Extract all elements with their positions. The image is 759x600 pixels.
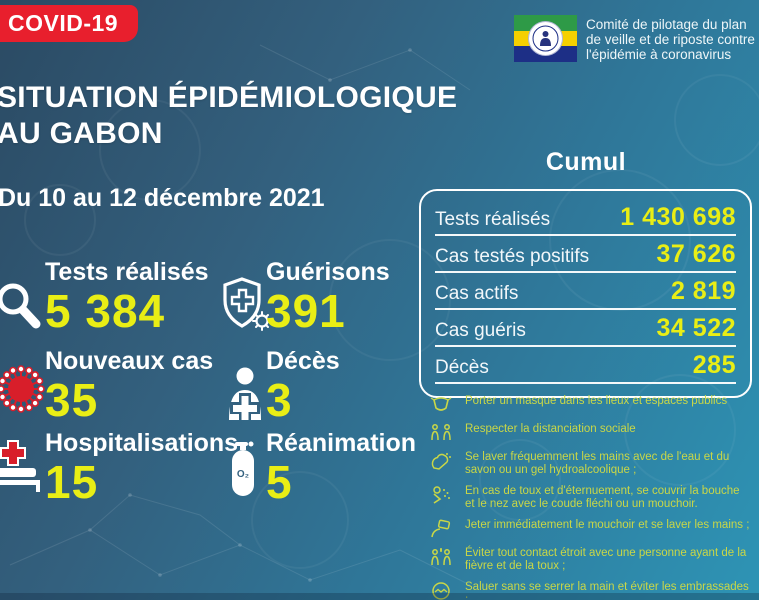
stat-guerisons: Guérisons 391: [266, 258, 390, 335]
mask-icon: [430, 397, 452, 411]
guideline-text: En cas de toux et d'éternuement, se couv…: [465, 485, 740, 510]
committee-line: l'épidémie à coronavirus: [586, 47, 732, 62]
gabon-flag-icon: [514, 15, 577, 62]
cumul-row-gueris: Cas guéris 34 522: [435, 310, 736, 347]
bottom-edge-strip: [0, 593, 759, 600]
committee-line: Comité de pilotage du plan: [586, 17, 747, 32]
stat-deces: Décès 3: [266, 347, 340, 424]
magnifier-icon: [0, 280, 46, 339]
guideline-item: Respecter la distanciation sociale: [430, 423, 752, 443]
avoid-contact-icon: [431, 548, 451, 566]
guideline-text: Saluer sans se serrer la main et éviter …: [465, 581, 749, 600]
stat-label: Réanimation: [266, 429, 417, 457]
cumul-row-label: Tests réalisés: [435, 209, 551, 230]
stat-value: 35: [45, 374, 99, 426]
covid19-badge-label: COVID-19: [8, 10, 119, 36]
guidelines-list: Porter un masque dans les lieux et espac…: [430, 395, 752, 600]
stat-label: Hospitalisations: [45, 429, 239, 457]
stat-value: 3: [266, 374, 293, 426]
stat-value: 5: [266, 456, 293, 508]
cumul-table: Tests réalisés 1 430 698 Cas testés posi…: [419, 189, 752, 398]
committee-logo: Comité de pilotage du plan de veille et …: [514, 15, 755, 62]
cumul-row-value: 1 430 698: [620, 203, 736, 231]
stat-label: Décès: [266, 347, 340, 375]
cumul-row-value: 34 522: [656, 314, 736, 342]
cumul-row-label: Cas guéris: [435, 320, 526, 341]
cumul-row-label: Décès: [435, 357, 489, 378]
covid19-badge: COVID-19: [0, 5, 139, 42]
virus-icon: [0, 362, 48, 421]
guideline-text: Éviter tout contact étroit avec une pers…: [465, 547, 747, 572]
gabon-seal-icon: [528, 21, 563, 56]
cumul-title: Cumul: [545, 148, 627, 176]
cumul-row-value: 2 819: [670, 277, 736, 305]
stat-tests-realises: Tests réalisés 5 384: [45, 258, 209, 335]
page-title-line2: AU GABON: [0, 117, 163, 150]
committee-name: Comité de pilotage du plan de veille et …: [586, 15, 755, 62]
stat-hospitalisations: Hospitalisations 15: [45, 429, 238, 506]
cumul-row-tests: Tests réalisés 1 430 698: [435, 199, 736, 236]
cumul-row-positifs: Cas testés positifs 37 626: [435, 236, 736, 273]
no-handshake-icon: [432, 582, 450, 600]
shield-cross-virus-icon: [220, 276, 272, 337]
stat-value: 5 384: [45, 285, 166, 337]
social-distancing-icon: [431, 424, 451, 441]
cumul-row-label: Cas actifs: [435, 283, 519, 304]
page-title: SITUATION ÉPIDÉMIOLOGIQUE AU GABON: [0, 80, 457, 152]
stat-nouveaux-cas: Nouveaux cas 35: [45, 347, 213, 424]
cough-elbow-icon: [433, 486, 450, 504]
hospital-bed-icon: [0, 440, 50, 499]
guideline-item: Porter un masque dans les lieux et espac…: [430, 395, 752, 415]
guideline-text: Porter un masque dans les lieux et espac…: [465, 395, 728, 407]
page-title-line1: SITUATION ÉPIDÉMIOLOGIQUE: [0, 81, 458, 114]
stat-label: Nouveaux cas: [45, 347, 214, 375]
person-cross-icon: [224, 366, 266, 425]
guideline-text: Respecter la distanciation sociale: [465, 423, 636, 435]
throw-tissue-icon: [431, 519, 451, 538]
committee-line: de veille et de riposte contre: [586, 32, 755, 47]
cumul-row-value: 37 626: [656, 240, 736, 268]
guideline-item: Se laver fréquemment les mains avec de l…: [430, 451, 752, 477]
stat-value: 15: [45, 456, 99, 508]
guideline-item: Éviter tout contact étroit avec une pers…: [430, 547, 752, 573]
stat-label: Guérisons: [266, 258, 390, 286]
guideline-text: Se laver fréquemment les mains avec de l…: [465, 451, 730, 476]
guideline-item: Saluer sans se serrer la main et éviter …: [430, 581, 752, 600]
cumul-row-value: 285: [692, 351, 736, 379]
hand-washing-icon: [431, 453, 451, 470]
stat-value: 391: [266, 285, 346, 337]
stat-reanimation: Réanimation 5: [266, 429, 416, 506]
cumul-row-actifs: Cas actifs 2 819: [435, 273, 736, 310]
guideline-text: Jeter immédiatement le mouchoir et se la…: [465, 519, 750, 531]
oxygen-tank-icon: O₂: [228, 440, 260, 503]
svg-text:O₂: O₂: [237, 469, 249, 480]
cumul-row-deces: Décès 285: [435, 347, 736, 384]
guideline-item: Jeter immédiatement le mouchoir et se la…: [430, 519, 752, 539]
cumul-row-label: Cas testés positifs: [435, 246, 590, 267]
stat-label: Tests réalisés: [45, 258, 209, 286]
guideline-item: En cas de toux et d'éternuement, se couv…: [430, 485, 752, 511]
period-label: Du 10 au 12 décembre 2021: [0, 184, 325, 212]
